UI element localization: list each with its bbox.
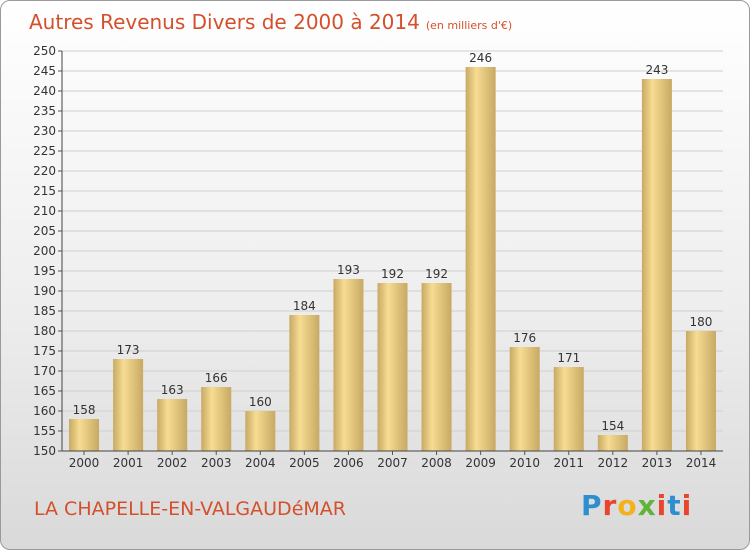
x-axis-ticks: 2000 2001 2002 2003 2004 2005 2006 2007 2008 2009…	[69, 451, 716, 470]
y-tick-label: 240	[33, 84, 56, 98]
x-tick-label: 2009	[465, 456, 496, 470]
y-tick-label: 190	[33, 284, 56, 298]
data-label: 176	[513, 331, 536, 345]
y-tick-label: 160	[33, 404, 56, 418]
data-label: 243	[645, 63, 668, 77]
logo-letter: t	[667, 489, 682, 522]
data-label: 158	[73, 403, 96, 417]
x-tick-label: 2001	[113, 456, 144, 470]
data-label: 160	[249, 395, 272, 409]
bar	[465, 67, 496, 451]
data-label: 171	[557, 351, 580, 365]
bars	[69, 67, 716, 451]
y-tick-label: 165	[33, 384, 56, 398]
bar	[421, 283, 452, 451]
x-tick-label: 2013	[642, 456, 673, 470]
x-tick-label: 2000	[69, 456, 100, 470]
y-tick-label: 235	[33, 104, 56, 118]
x-tick-label: 2012	[598, 456, 629, 470]
axes	[61, 51, 723, 452]
bar	[553, 367, 584, 451]
y-tick-label: 220	[33, 164, 56, 178]
data-label: 166	[205, 371, 228, 385]
bar	[509, 347, 540, 451]
bar	[113, 359, 144, 451]
bar	[289, 315, 320, 451]
bar	[641, 79, 672, 451]
commune-name: LA CHAPELLE-EN-VALGAUDéMAR	[34, 498, 346, 520]
bar	[377, 283, 408, 451]
bar	[685, 331, 716, 451]
chart-title-text: Autres Revenus Divers de 2000 à 2014	[29, 10, 420, 34]
data-label: 184	[293, 299, 316, 313]
data-label: 192	[425, 267, 448, 281]
bar	[597, 435, 628, 451]
y-tick-label: 210	[33, 204, 56, 218]
data-label: 163	[161, 383, 184, 397]
data-labels: 158 173 163 166 160 184 193 192 192 246 176 171 154 2…	[73, 51, 713, 433]
data-label: 193	[337, 263, 360, 277]
data-label: 154	[601, 419, 624, 433]
y-tick-label: 155	[33, 424, 56, 438]
y-tick-label: 180	[33, 324, 56, 338]
logo-letter: r	[602, 489, 618, 522]
x-tick-label: 2004	[245, 456, 276, 470]
y-tick-label: 230	[33, 124, 56, 138]
x-tick-label: 2005	[289, 456, 320, 470]
bar	[333, 279, 364, 451]
y-tick-label: 185	[33, 304, 56, 318]
logo-letter: i	[656, 489, 668, 522]
bar	[201, 387, 232, 451]
data-label: 180	[690, 315, 713, 329]
bar	[245, 411, 276, 451]
y-tick-label: 245	[33, 64, 56, 78]
y-tick-label: 205	[33, 224, 56, 238]
x-tick-label: 2008	[421, 456, 452, 470]
x-tick-label: 2003	[201, 456, 232, 470]
logo-letter: P	[581, 489, 603, 522]
chart-subtitle: (en milliers d'€)	[425, 19, 513, 32]
data-label: 246	[469, 51, 492, 65]
logo-letter: o	[617, 489, 638, 522]
proxiti-logo: Proxiti	[581, 489, 692, 522]
x-tick-label: 2006	[333, 456, 364, 470]
y-tick-label: 175	[33, 344, 56, 358]
y-tick-label: 250	[33, 44, 56, 58]
y-axis-ticks: 150 155 160 165 170 175 180 185 190 195 200 205 210 2…	[33, 44, 62, 458]
data-label: 192	[381, 267, 404, 281]
data-label: 173	[117, 343, 140, 357]
y-tick-label: 170	[33, 364, 56, 378]
logo-letter: i	[681, 489, 693, 522]
y-tick-label: 150	[33, 444, 56, 458]
logo-letter: x	[637, 489, 657, 522]
x-tick-label: 2007	[377, 456, 408, 470]
x-tick-label: 2002	[157, 456, 188, 470]
y-tick-label: 200	[33, 244, 56, 258]
x-tick-label: 2011	[553, 456, 584, 470]
y-tick-label: 195	[33, 264, 56, 278]
bar	[157, 399, 188, 451]
x-tick-label: 2010	[509, 456, 540, 470]
chart-title: Autres Revenus Divers de 2000 à 2014 (en …	[29, 10, 512, 34]
bar	[69, 419, 100, 451]
x-tick-label: 2014	[686, 456, 717, 470]
y-tick-label: 215	[33, 184, 56, 198]
y-tick-label: 225	[33, 144, 56, 158]
